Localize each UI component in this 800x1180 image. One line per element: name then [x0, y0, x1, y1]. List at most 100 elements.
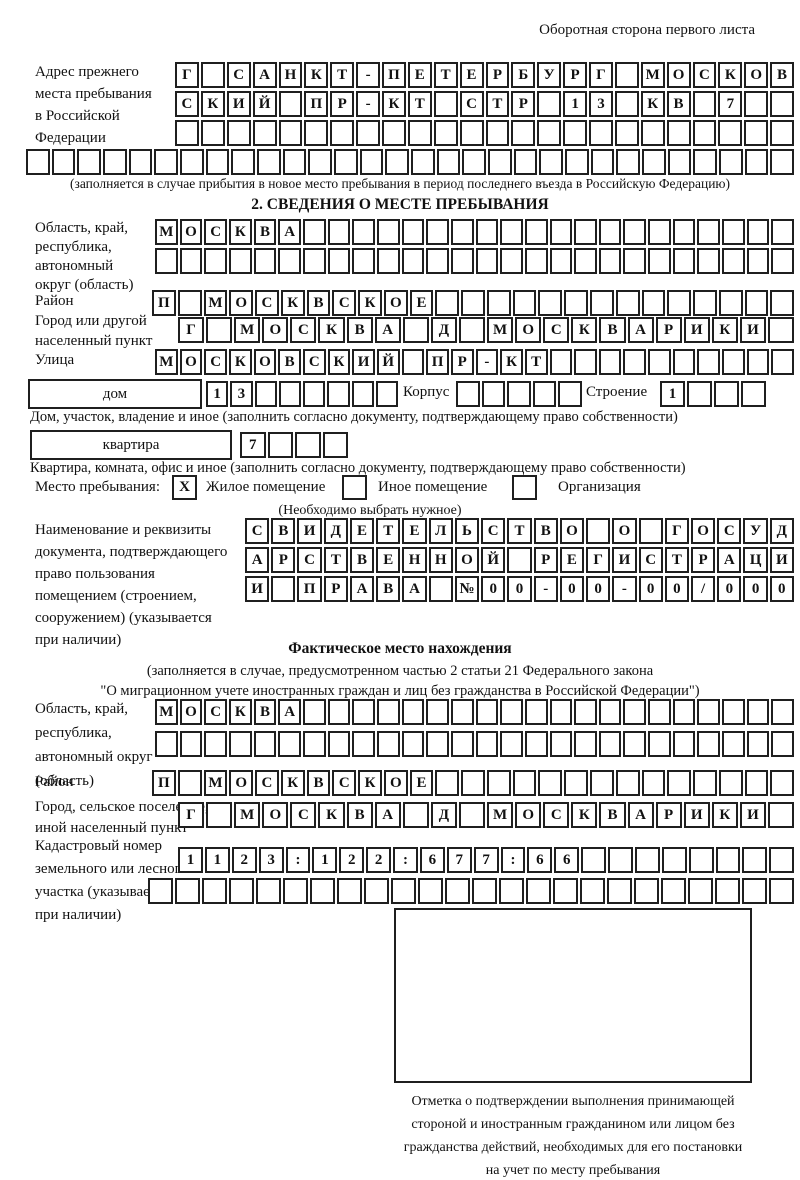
char-cell[interactable] — [718, 770, 743, 796]
char-cell[interactable] — [461, 770, 485, 796]
char-cell[interactable] — [648, 248, 671, 274]
char-cell[interactable]: О — [262, 802, 289, 828]
char-cell[interactable]: Е — [376, 547, 401, 573]
char-cell[interactable] — [175, 878, 200, 904]
char-cell[interactable]: Ц — [743, 547, 768, 573]
char-cell[interactable] — [253, 731, 277, 757]
char-cell[interactable]: В — [349, 547, 375, 573]
char-cell[interactable] — [426, 731, 449, 757]
char-cell[interactable] — [485, 120, 510, 146]
char-cell[interactable]: Д — [323, 518, 348, 544]
char-cell[interactable] — [623, 349, 647, 375]
char-cell[interactable] — [254, 381, 277, 407]
char-cell[interactable] — [746, 248, 770, 274]
char-cell[interactable] — [401, 349, 425, 375]
char-cell[interactable] — [538, 770, 563, 796]
char-cell[interactable]: Е — [349, 518, 375, 544]
char-cell[interactable]: А — [245, 547, 270, 573]
char-cell[interactable]: 2 — [231, 847, 257, 873]
char-cell[interactable]: М — [487, 317, 514, 343]
char-cell[interactable] — [769, 878, 794, 904]
char-cell[interactable] — [475, 248, 499, 274]
char-cell[interactable] — [475, 699, 499, 725]
char-cell[interactable]: К — [228, 699, 252, 725]
char-cell[interactable] — [226, 120, 251, 146]
char-cell[interactable]: О — [229, 770, 254, 796]
char-cell[interactable]: 0 — [586, 576, 611, 602]
char-cell[interactable] — [634, 878, 659, 904]
char-cell[interactable]: С — [543, 317, 570, 343]
char-cell[interactable] — [642, 149, 666, 175]
char-cell[interactable] — [481, 381, 506, 407]
char-cell[interactable] — [767, 317, 795, 343]
char-cell[interactable] — [364, 878, 389, 904]
char-cell[interactable]: Р — [511, 91, 536, 117]
char-cell[interactable]: П — [297, 576, 322, 602]
char-cell[interactable] — [204, 248, 227, 274]
char-cell[interactable]: С — [692, 62, 717, 88]
char-cell[interactable]: 2 — [339, 847, 365, 873]
char-cell[interactable] — [648, 699, 671, 725]
char-cell[interactable] — [638, 518, 663, 544]
char-cell[interactable]: К — [571, 802, 598, 828]
char-cell[interactable]: П — [426, 349, 449, 375]
kadastr-row-2[interactable] — [148, 878, 794, 904]
char-cell[interactable] — [382, 120, 406, 146]
char-cell[interactable] — [278, 381, 301, 407]
char-cell[interactable] — [180, 149, 204, 175]
char-cell[interactable]: 7 — [446, 847, 472, 873]
char-cell[interactable]: А — [627, 802, 654, 828]
char-cell[interactable]: Е — [409, 770, 434, 796]
char-cell[interactable]: А — [402, 576, 427, 602]
char-cell[interactable]: К — [358, 770, 382, 796]
char-cell[interactable]: П — [152, 770, 176, 796]
char-cell[interactable] — [513, 149, 538, 175]
char-cell[interactable]: П — [304, 91, 329, 117]
char-cell[interactable]: Р — [450, 349, 474, 375]
char-cell[interactable]: - — [356, 91, 380, 117]
char-cell[interactable]: О — [179, 219, 203, 245]
char-cell[interactable]: К — [200, 91, 225, 117]
char-cell[interactable]: К — [571, 317, 598, 343]
char-cell[interactable]: Г — [178, 317, 205, 343]
char-cell[interactable] — [744, 149, 769, 175]
char-cell[interactable] — [672, 248, 696, 274]
char-cell[interactable]: 0 — [717, 576, 742, 602]
char-cell[interactable]: 1 — [178, 847, 203, 873]
char-cell[interactable]: О — [612, 518, 637, 544]
char-cell[interactable]: М — [203, 290, 228, 316]
char-cell[interactable]: 0 — [638, 576, 663, 602]
char-cell[interactable] — [252, 120, 277, 146]
char-cell[interactable] — [549, 349, 573, 375]
char-cell[interactable] — [486, 770, 511, 796]
char-cell[interactable] — [327, 731, 351, 757]
char-cell[interactable]: 1 — [204, 847, 230, 873]
char-cell[interactable]: Р — [655, 802, 682, 828]
checkbox-zhiloe[interactable]: X — [172, 475, 197, 500]
char-cell[interactable]: П — [152, 290, 176, 316]
al-oblast-row-2[interactable] — [155, 731, 795, 757]
char-cell[interactable]: И — [612, 547, 637, 573]
char-cell[interactable] — [475, 219, 499, 245]
char-cell[interactable] — [722, 349, 745, 375]
char-cell[interactable]: К — [304, 62, 329, 88]
char-cell[interactable]: В — [376, 576, 401, 602]
char-cell[interactable]: И — [297, 518, 322, 544]
char-cell[interactable]: О — [179, 699, 203, 725]
char-cell[interactable]: К — [318, 802, 345, 828]
char-cell[interactable]: С — [245, 518, 270, 544]
char-cell[interactable] — [418, 878, 443, 904]
char-cell[interactable] — [549, 699, 573, 725]
char-cell[interactable] — [283, 878, 308, 904]
char-cell[interactable] — [614, 120, 639, 146]
char-cell[interactable] — [450, 248, 474, 274]
char-cell[interactable]: И — [226, 91, 251, 117]
korpus-row[interactable] — [456, 381, 582, 407]
char-cell[interactable] — [402, 317, 429, 343]
char-cell[interactable] — [206, 802, 233, 828]
char-cell[interactable] — [428, 576, 453, 602]
char-cell[interactable]: В — [306, 290, 331, 316]
char-cell[interactable] — [692, 91, 717, 117]
char-cell[interactable]: К — [327, 349, 351, 375]
